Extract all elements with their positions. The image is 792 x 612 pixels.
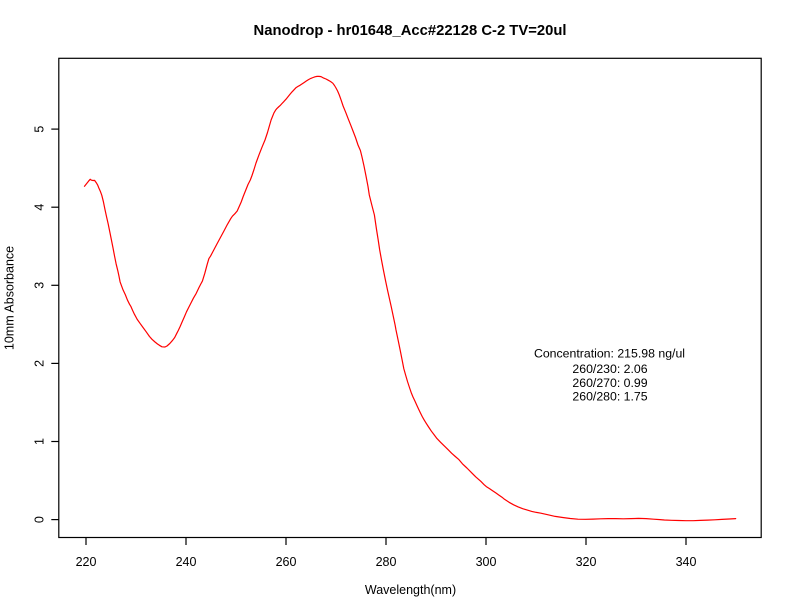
svg-text:260/280: 1.75: 260/280: 1.75 (572, 390, 647, 404)
svg-text:1: 1 (33, 438, 47, 445)
svg-text:Wavelength(nm): Wavelength(nm) (365, 583, 456, 597)
svg-text:5: 5 (33, 126, 47, 133)
svg-text:280: 280 (376, 555, 397, 569)
svg-text:Concentration: 215.98 ng/ul: Concentration: 215.98 ng/ul (534, 347, 685, 361)
svg-text:260/230: 2.06: 260/230: 2.06 (572, 362, 647, 376)
svg-text:340: 340 (676, 555, 697, 569)
svg-text:4: 4 (33, 204, 47, 211)
svg-text:260/270: 0.99: 260/270: 0.99 (572, 376, 647, 390)
svg-text:240: 240 (176, 555, 197, 569)
svg-text:Nanodrop - hr01648_Acc#22128 C: Nanodrop - hr01648_Acc#22128 C-2 TV=20ul (254, 23, 567, 39)
svg-text:10mm Absorbance: 10mm Absorbance (3, 246, 17, 350)
svg-text:220: 220 (76, 555, 97, 569)
svg-text:320: 320 (576, 555, 597, 569)
svg-text:3: 3 (33, 282, 47, 289)
svg-text:300: 300 (476, 555, 497, 569)
svg-text:0: 0 (33, 516, 47, 523)
svg-text:260: 260 (276, 555, 297, 569)
svg-text:2: 2 (33, 360, 47, 367)
